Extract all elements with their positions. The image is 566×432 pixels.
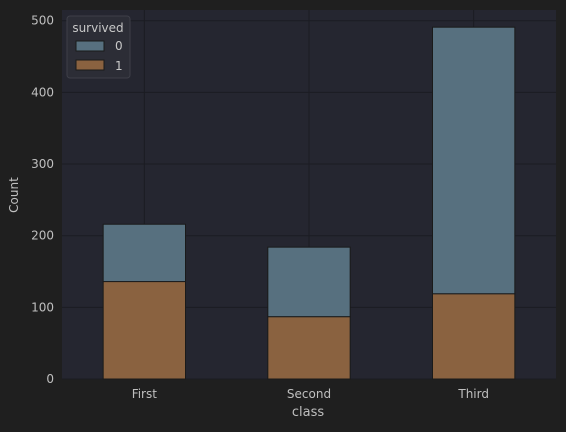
legend-label-0: 0 — [115, 39, 123, 53]
legend-title: survived — [72, 21, 123, 35]
x-tick-label: Third — [457, 387, 489, 401]
bars — [102, 26, 516, 380]
x-axis-ticks: First Second Third — [132, 387, 489, 401]
legend-swatch-0 — [75, 40, 105, 52]
x-axis-label: class — [292, 405, 324, 420]
y-tick-label: 500 — [31, 14, 54, 28]
bar-second-survived-1 — [267, 316, 351, 380]
y-tick-label: 0 — [46, 372, 54, 386]
legend-label-1: 1 — [115, 59, 123, 73]
bar-second-survived-0 — [267, 246, 351, 318]
y-axis-label: Count — [7, 177, 21, 213]
bar-third-survived-0 — [432, 26, 516, 295]
bar-first-survived-1 — [102, 281, 186, 380]
y-tick-label: 200 — [31, 229, 54, 243]
y-tick-label: 300 — [31, 157, 54, 171]
x-tick-label: Second — [287, 387, 331, 401]
legend: survived 0 1 — [66, 15, 131, 79]
y-tick-label: 100 — [31, 300, 54, 314]
x-tick-label: First — [132, 387, 158, 401]
y-tick-label: 400 — [31, 85, 54, 99]
bar-first-survived-0 — [102, 223, 186, 283]
y-axis-ticks: 0 100 200 300 400 500 — [31, 14, 54, 386]
bar-third-survived-1 — [432, 293, 516, 380]
legend-swatch-1 — [75, 59, 105, 71]
